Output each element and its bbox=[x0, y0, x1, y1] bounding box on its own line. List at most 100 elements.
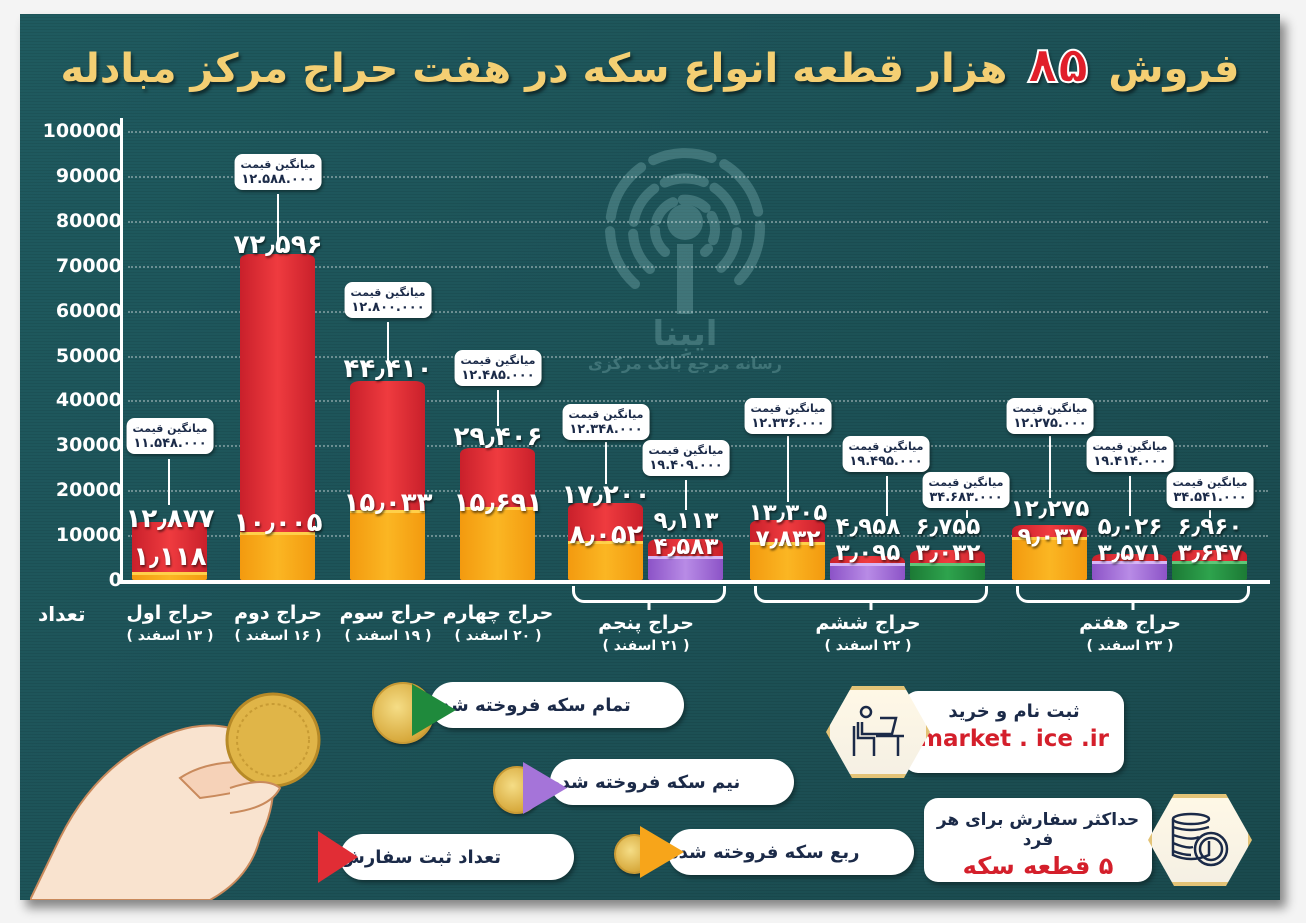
watermark-tagline: رسانه مرجع بانک مرکزی bbox=[588, 354, 782, 373]
coins-hex-badge bbox=[1148, 794, 1252, 886]
purple-arrow-icon bbox=[523, 762, 567, 814]
sold-value: ۱۵٫۰۳۳ bbox=[343, 488, 433, 518]
category-auction-3: حراج سوم( ۱۹ اسفند ) bbox=[339, 602, 437, 644]
sold-value: ۱۵٫۶۹۱ bbox=[453, 488, 543, 518]
bar-auction-4-quarter[interactable] bbox=[460, 448, 535, 580]
broadcast-logo-icon bbox=[605, 148, 765, 314]
person-at-computer-icon bbox=[852, 705, 904, 756]
orange-arrow-icon bbox=[640, 826, 684, 878]
category-auction-2: حراج دوم( ۱۶ اسفند ) bbox=[234, 602, 322, 644]
sold-value: ۳٫۰۹۵ bbox=[835, 540, 901, 566]
gridline bbox=[128, 311, 1268, 313]
orders-value: ۱۷٫۲۰۰ bbox=[561, 480, 651, 510]
x-axis bbox=[120, 580, 1270, 584]
y-tick: 0 bbox=[108, 569, 122, 591]
green-arrow-icon bbox=[412, 684, 456, 736]
orders-value: ۲۹٫۴۰۶ bbox=[453, 422, 543, 452]
avg-price-callout: میانگین قیمت ۱۹.۴۰۹.۰۰۰ bbox=[642, 440, 730, 476]
register-card: ثبت نام و خرید market . ice .ir bbox=[904, 691, 1124, 773]
orders-value: ۱۲٫۸۷۷ bbox=[125, 504, 215, 534]
legend-orders: تعداد ثبت سفارش bbox=[340, 834, 574, 880]
title-highlight-number: ۸۵ bbox=[1026, 35, 1090, 95]
order-limit-title: حداکثر سفارش برای هر فرد bbox=[936, 810, 1140, 850]
y-tick: 40000 bbox=[55, 389, 122, 411]
gridline bbox=[128, 221, 1268, 223]
y-tick: 70000 bbox=[55, 255, 122, 277]
y-tick: 20000 bbox=[55, 479, 122, 501]
avg-price-callout: میانگین قیمت ۳۴.۶۸۳.۰۰۰ bbox=[922, 472, 1010, 508]
bar-auction-6-half[interactable] bbox=[830, 556, 905, 580]
avg-price-callout: میانگین قیمت ۱۲.۲۷۵.۰۰۰ bbox=[1006, 398, 1094, 434]
bar-auction-7-half[interactable] bbox=[1092, 554, 1167, 580]
title-prefix: فروش bbox=[1108, 46, 1240, 92]
avg-price-callout: میانگین قیمت ۱۹.۴۹۵.۰۰۰ bbox=[842, 436, 930, 472]
category-auction-1: حراج اول( ۱۳ اسفند ) bbox=[126, 602, 214, 644]
legend-full-coin: تمام سکه فروخته شده bbox=[430, 682, 684, 728]
category-auction-7: حراج هفتم( ۲۳ اسفند ) bbox=[1079, 612, 1181, 654]
page-title: فروش ۸۵ هزار قطعه انواع سکه در هفت حراج … bbox=[20, 35, 1280, 95]
coin-stack-icon bbox=[1171, 812, 1229, 867]
hand-holding-coin-icon bbox=[30, 692, 321, 900]
orders-value: ۴٫۹۵۸ bbox=[835, 514, 901, 540]
sold-value: ۴٫۵۸۳ bbox=[653, 534, 719, 560]
y-axis bbox=[120, 118, 123, 582]
orders-value: ۹٫۱۱۳ bbox=[653, 508, 719, 534]
y-axis-label: تعداد bbox=[38, 602, 86, 626]
order-limit-card: حداکثر سفارش برای هر فرد ۵ قطعه سکه bbox=[924, 798, 1152, 882]
bar-auction-3-quarter[interactable] bbox=[350, 381, 425, 580]
sold-value: ۳٫۶۴۷ bbox=[1177, 540, 1243, 566]
avg-price-callout: میانگین قیمت ۱۲.۵۸۸.۰۰۰ bbox=[234, 154, 322, 190]
gridline bbox=[128, 266, 1268, 268]
bar-auction-7-full[interactable] bbox=[1172, 550, 1247, 580]
y-tick: 90000 bbox=[55, 165, 122, 187]
avg-price-callout: میانگین قیمت ۱۱.۵۴۸.۰۰۰ bbox=[126, 418, 214, 454]
group-brace bbox=[1016, 586, 1250, 603]
gridline bbox=[128, 400, 1268, 402]
infographic-panel: فروش ۸۵ هزار قطعه انواع سکه در هفت حراج … bbox=[20, 14, 1280, 900]
bar-auction-7-quarter[interactable] bbox=[1012, 525, 1087, 580]
sold-value: ۸٫۰۵۲ bbox=[569, 520, 643, 550]
group-brace bbox=[572, 586, 726, 603]
orders-value: ۵٫۰۲۶ bbox=[1097, 514, 1163, 540]
bar-auction-5-quarter[interactable] bbox=[568, 503, 643, 580]
sold-value: ۹٫۰۳۷ bbox=[1017, 524, 1083, 550]
y-tick: 60000 bbox=[55, 300, 122, 322]
avg-price-callout: میانگین قیمت ۱۲.۸۰۰.۰۰۰ bbox=[344, 282, 432, 318]
y-tick: 30000 bbox=[55, 434, 122, 456]
register-url-link[interactable]: market . ice .ir bbox=[919, 726, 1109, 752]
sold-value: ۱۰٫۰۰۵ bbox=[233, 508, 323, 538]
bars-area: ۱۲٫۸۷۷ ۱٫۱۱۸ میانگین قیمت ۱۱.۵۴۸.۰۰۰ ۷۲٫… bbox=[20, 14, 1280, 580]
avg-price-callout: میانگین قیمت ۳۴.۵۴۱.۰۰۰ bbox=[1166, 472, 1254, 508]
y-tick: 50000 bbox=[55, 345, 122, 367]
y-tick: 10000 bbox=[55, 524, 122, 546]
red-arrow-icon bbox=[318, 831, 358, 883]
gridline bbox=[128, 490, 1268, 492]
category-auction-4: حراج چهارم( ۲۰ اسفند ) bbox=[442, 602, 554, 644]
category-auction-5: حراج پنجم( ۲۱ اسفند ) bbox=[598, 612, 694, 654]
group-brace bbox=[754, 586, 988, 603]
bar-auction-1-quarter[interactable] bbox=[132, 522, 207, 580]
avg-price-callout: میانگین قیمت ۱۹.۴۱۴.۰۰۰ bbox=[1086, 436, 1174, 472]
orders-value: ۱۳٫۳۰۵ bbox=[748, 500, 828, 526]
bar-auction-6-full[interactable] bbox=[910, 550, 985, 580]
register-title: ثبت نام و خرید bbox=[948, 701, 1080, 722]
sold-value: ۳٫۰۳۲ bbox=[915, 540, 981, 566]
y-tick: 100000 bbox=[42, 120, 122, 142]
title-rest: هزار قطعه انواع سکه در هفت حراج مرکز مبا… bbox=[60, 46, 1009, 92]
legend-half-coin: نیم سکه فروخته شده bbox=[550, 759, 794, 805]
bar-auction-2-quarter[interactable] bbox=[240, 254, 315, 580]
sold-value: ۳٫۵۷۱ bbox=[1097, 540, 1163, 566]
avg-price-callout: میانگین قیمت ۱۲.۴۸۵.۰۰۰ bbox=[454, 350, 542, 386]
gridline bbox=[128, 535, 1268, 537]
category-auction-6: حراج ششم( ۲۲ اسفند ) bbox=[815, 612, 921, 654]
watermark-brand: ایبِنا bbox=[652, 314, 718, 354]
order-limit-value: ۵ قطعه سکه bbox=[962, 852, 1114, 880]
bar-auction-6-quarter[interactable] bbox=[750, 520, 825, 580]
gridline bbox=[128, 176, 1268, 178]
gridline bbox=[128, 356, 1268, 358]
y-tick: 80000 bbox=[55, 210, 122, 232]
sold-value: ۱٫۱۱۸ bbox=[133, 542, 207, 572]
orders-value: ۶٫۷۵۵ bbox=[915, 514, 981, 540]
bar-auction-5-half[interactable] bbox=[648, 539, 723, 580]
sold-value: ۷٫۸۳۲ bbox=[755, 526, 821, 552]
